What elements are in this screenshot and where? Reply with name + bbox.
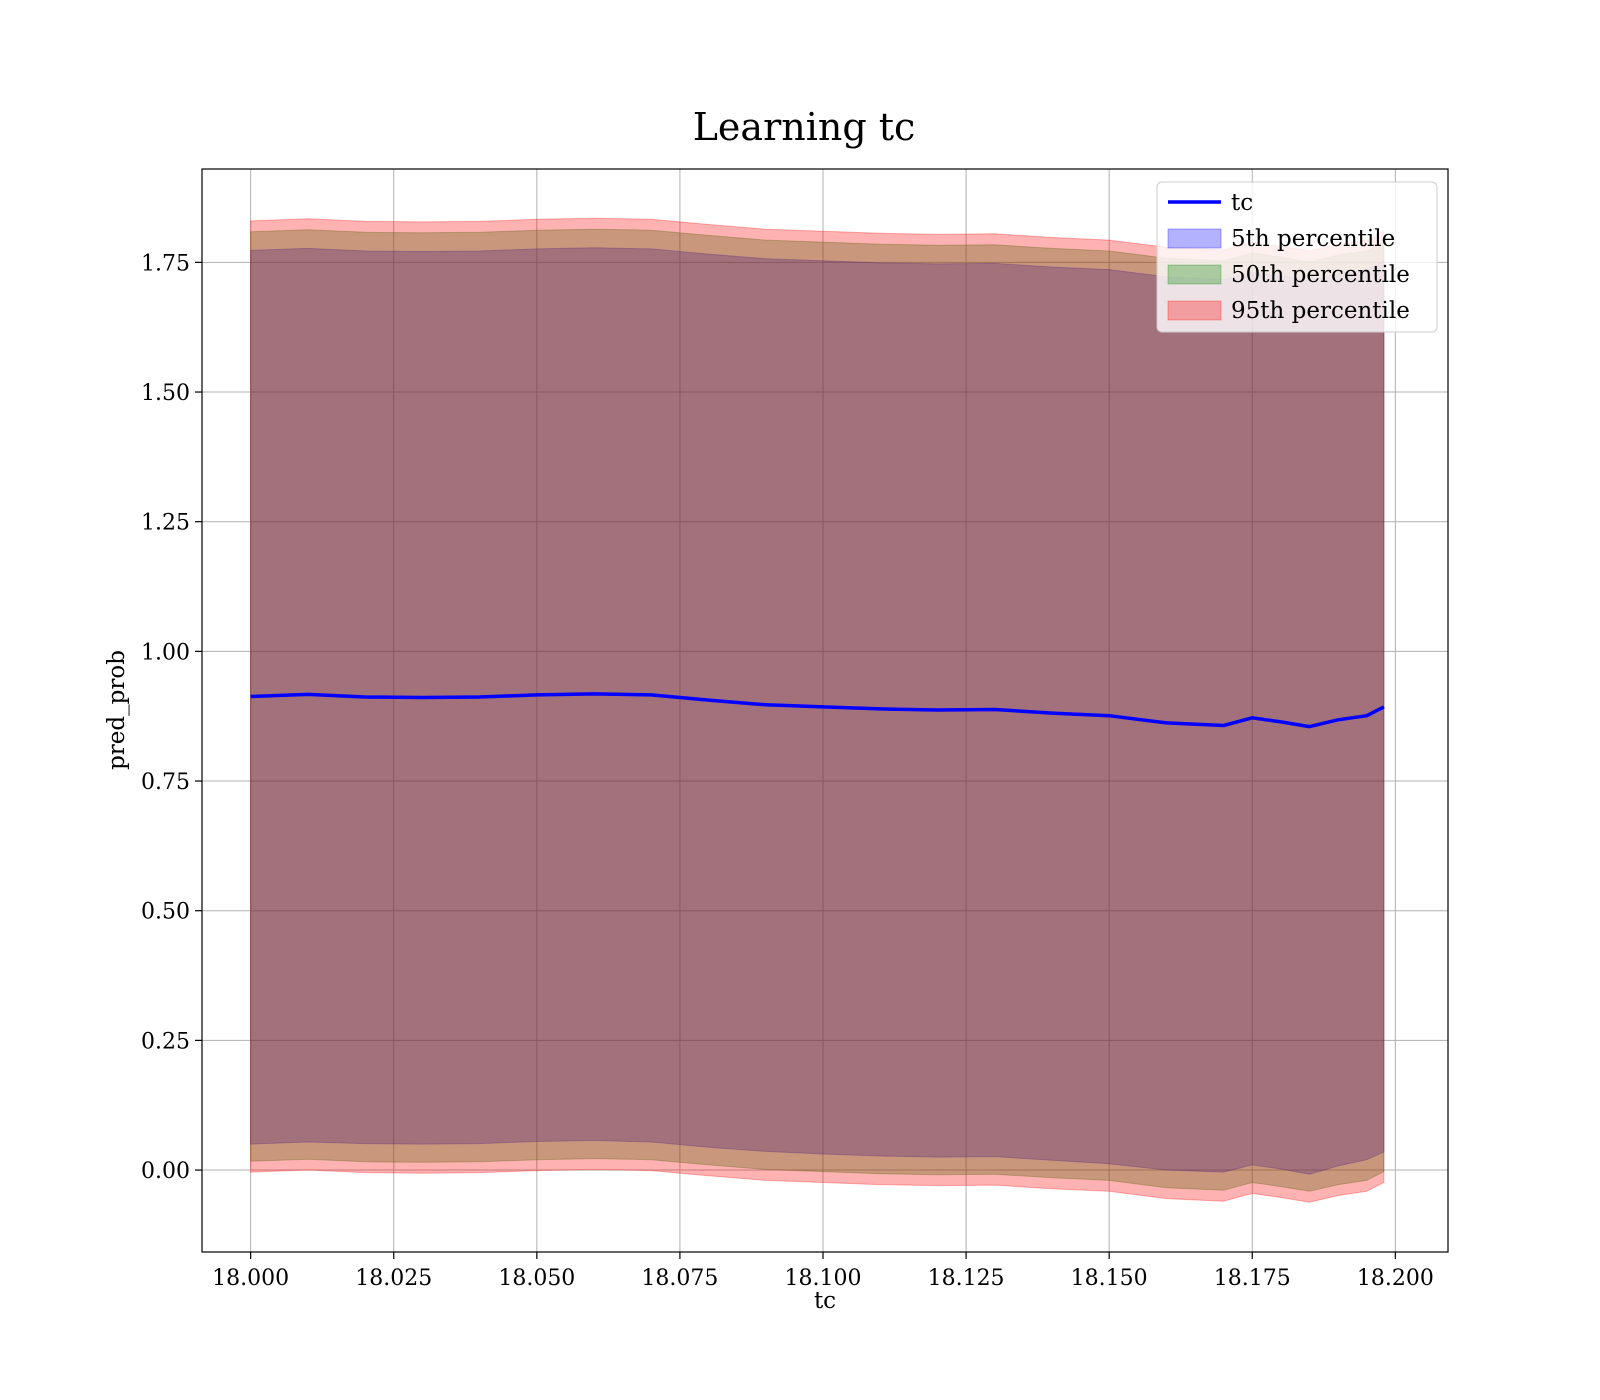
legend-label: tc (1231, 190, 1253, 216)
legend-swatch (1167, 264, 1222, 285)
x-tick-label: 18.075 (641, 1266, 718, 1291)
x-tick-label: 18.175 (1214, 1266, 1291, 1291)
legend-box (1156, 181, 1438, 333)
y-tick-label: 1.00 (141, 640, 190, 665)
x-tick-label: 18.000 (212, 1266, 289, 1291)
band-5th-percentile (250, 247, 1385, 1175)
x-tick-label: 18.025 (355, 1266, 432, 1291)
x-tick-label: 18.125 (928, 1266, 1005, 1291)
x-tick-label: 18.100 (785, 1266, 862, 1291)
legend-swatch (1167, 300, 1222, 321)
y-tick-label: 1.50 (141, 381, 190, 406)
legend: tc 5th percentile 50th percentile 95th perc… (1156, 181, 1438, 333)
series-lines (250, 692, 1385, 729)
y-tick-label: 0.25 (141, 1029, 190, 1054)
y-axis-label: pred_prob (104, 650, 130, 770)
x-tick-label: 18.050 (498, 1266, 575, 1291)
x-tick-label: 18.150 (1071, 1266, 1148, 1291)
legend-label: 50th percentile (1231, 262, 1410, 288)
y-axis-ticks: 0.00 0.25 0.50 0.75 1.00 1.25 1.50 1.75 (141, 251, 202, 1184)
chart-title: Learning tc (693, 105, 916, 149)
legend-label: 5th percentile (1231, 226, 1395, 252)
y-tick-label: 0.75 (141, 770, 190, 795)
legend-swatch (1167, 228, 1222, 249)
plot-frame (201, 168, 1449, 1253)
x-axis-ticks: 18.000 18.025 18.050 18.075 18.100 18.125 18.1… (212, 1252, 1434, 1291)
y-tick-label: 1.25 (141, 511, 190, 536)
x-tick-label: 18.200 (1357, 1266, 1434, 1291)
y-tick-label: 0.00 (141, 1159, 190, 1184)
plot-area (202, 169, 1448, 1252)
grid-lines (202, 169, 1448, 1252)
y-tick-label: 0.50 (141, 900, 190, 925)
line-tc (250, 692, 1385, 729)
legend-label: 95th percentile (1231, 298, 1410, 324)
x-axis-label: tc (814, 1288, 836, 1314)
band-50th-percentile (250, 228, 1385, 1192)
y-tick-label: 1.75 (141, 251, 190, 276)
percentile-bands (250, 217, 1385, 1203)
band-95th-percentile (250, 217, 1385, 1203)
